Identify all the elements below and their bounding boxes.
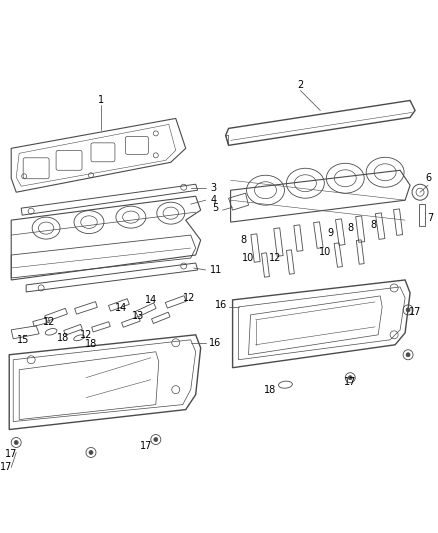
Text: 4: 4 <box>211 195 217 205</box>
Text: 5: 5 <box>212 203 219 213</box>
Text: 10: 10 <box>319 247 332 257</box>
Circle shape <box>14 440 18 445</box>
Text: 18: 18 <box>85 339 97 349</box>
Text: 17: 17 <box>0 463 12 472</box>
Text: 3: 3 <box>211 183 217 193</box>
Text: 9: 9 <box>327 228 333 238</box>
Text: 17: 17 <box>409 307 421 317</box>
Text: 8: 8 <box>370 220 376 230</box>
Text: 10: 10 <box>242 253 254 263</box>
Text: 16: 16 <box>215 300 227 310</box>
Text: 8: 8 <box>240 235 247 245</box>
Text: 7: 7 <box>427 213 433 223</box>
Circle shape <box>89 450 93 455</box>
Circle shape <box>348 376 352 379</box>
Text: 18: 18 <box>57 333 69 343</box>
Text: 17: 17 <box>5 449 18 459</box>
Text: 17: 17 <box>140 441 152 451</box>
Text: 17: 17 <box>344 377 357 386</box>
Text: 14: 14 <box>145 295 157 305</box>
Text: 12: 12 <box>183 293 195 303</box>
Text: 13: 13 <box>132 311 144 321</box>
Text: 2: 2 <box>297 79 304 90</box>
Text: 12: 12 <box>269 253 282 263</box>
Text: 6: 6 <box>425 173 431 183</box>
Text: 18: 18 <box>265 385 277 394</box>
Text: 16: 16 <box>208 338 221 348</box>
Text: 14: 14 <box>115 303 127 313</box>
Text: 15: 15 <box>17 335 29 345</box>
Circle shape <box>154 438 158 441</box>
Text: 11: 11 <box>209 265 222 275</box>
Text: 12: 12 <box>80 330 92 340</box>
Text: 8: 8 <box>347 223 353 233</box>
Text: 1: 1 <box>98 95 104 106</box>
Circle shape <box>406 308 410 312</box>
Text: 12: 12 <box>43 317 55 327</box>
Circle shape <box>406 353 410 357</box>
